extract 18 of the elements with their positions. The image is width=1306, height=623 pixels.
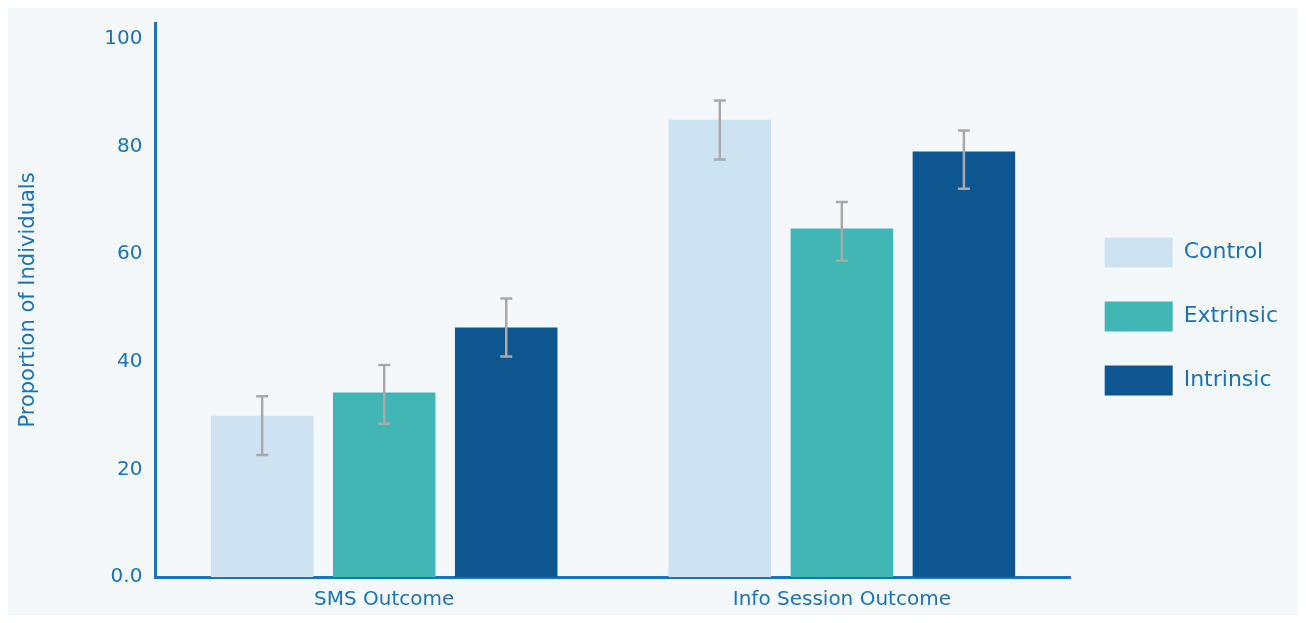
y-axis-title: Proportion of Individuals — [15, 172, 40, 428]
bar — [790, 228, 894, 577]
y-tick-label: 20 — [116, 455, 143, 480]
legend-label: Control — [1183, 238, 1264, 264]
bar — [668, 119, 772, 577]
y-tick-label: 100 — [104, 25, 143, 50]
y-tick-label: 80 — [116, 132, 143, 157]
y-tick-label: 0.0 — [110, 563, 143, 588]
y-tick-label: 60 — [116, 240, 143, 265]
bar — [210, 415, 314, 577]
bar — [332, 392, 436, 577]
legend-label: Intrinsic — [1183, 366, 1272, 392]
y-tick-label: 40 — [116, 348, 143, 373]
x-tick-label: Info Session Outcome — [732, 586, 951, 611]
x-tick-label: SMS Outcome — [314, 586, 455, 611]
bar — [454, 327, 558, 577]
bar — [912, 151, 1016, 577]
legend-label: Extrinsic — [1183, 302, 1279, 328]
